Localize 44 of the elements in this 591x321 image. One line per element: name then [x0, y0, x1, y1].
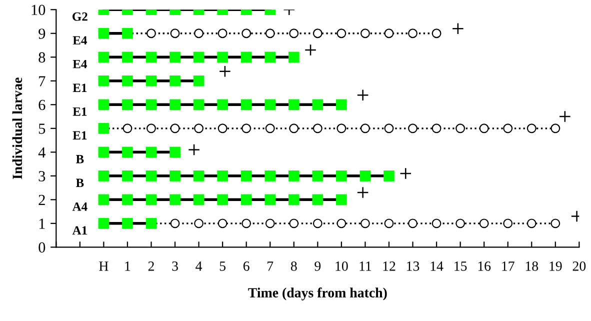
annotation: B [76, 178, 84, 187]
annotation: E4 [72, 60, 87, 68]
annotation: A1 [72, 226, 87, 234]
y-tick-label: 7 [39, 76, 46, 86]
x-tick-label: H [99, 262, 108, 271]
x-tick-label: 16 [478, 262, 491, 271]
x-tick-label: 17 [502, 262, 514, 271]
x-tick-label: 6 [243, 262, 250, 271]
x-tick-label: 19 [550, 262, 562, 271]
x-tick-label: 15 [454, 262, 467, 271]
y-tick-label: 1 [39, 218, 45, 229]
x-tick-label: 1 [125, 262, 130, 271]
x-tick-label: 18 [526, 261, 538, 271]
annotation: A4 [72, 202, 88, 211]
x-tick-label: 10 [336, 261, 348, 271]
x-axis-title: Time (days from hatch) [248, 288, 387, 300]
y-tick-label: 9 [38, 28, 46, 39]
x-tick-label: 12 [383, 262, 396, 271]
annotation: E1 [72, 131, 87, 140]
x-tick-label: 13 [407, 262, 420, 271]
x-tick-label: 7 [268, 262, 274, 271]
y-tick-label: 5 [38, 124, 46, 134]
y-tick-label: 10 [32, 4, 46, 16]
y-tick-label: 4 [38, 147, 46, 158]
x-tick-label: 11 [360, 262, 372, 271]
x-tick-label: 8 [290, 261, 297, 271]
x-tick-label: 4 [196, 262, 202, 271]
x-tick-label: 5 [220, 262, 226, 271]
y-tick-label: 0 [38, 242, 46, 253]
x-tick-label: 14 [430, 262, 444, 271]
y-tick-label: 2 [38, 194, 45, 205]
annotation: G2 [72, 12, 88, 21]
x-tick-label: 20 [572, 261, 586, 271]
x-tick-label: 2 [148, 262, 154, 271]
y-tick-label: 3 [38, 171, 46, 182]
x-tick-label: 3 [172, 262, 178, 271]
annotation: E4 [72, 36, 87, 44]
annotation: E1 [72, 84, 87, 92]
y-axis-title: Individual larvae [12, 78, 22, 180]
x-tick-label: 9 [314, 262, 321, 271]
y-tick-label: 6 [38, 100, 46, 110]
y-tick-label: 8 [38, 52, 46, 63]
annotation: E1 [72, 107, 87, 116]
annotation: B [76, 155, 84, 164]
